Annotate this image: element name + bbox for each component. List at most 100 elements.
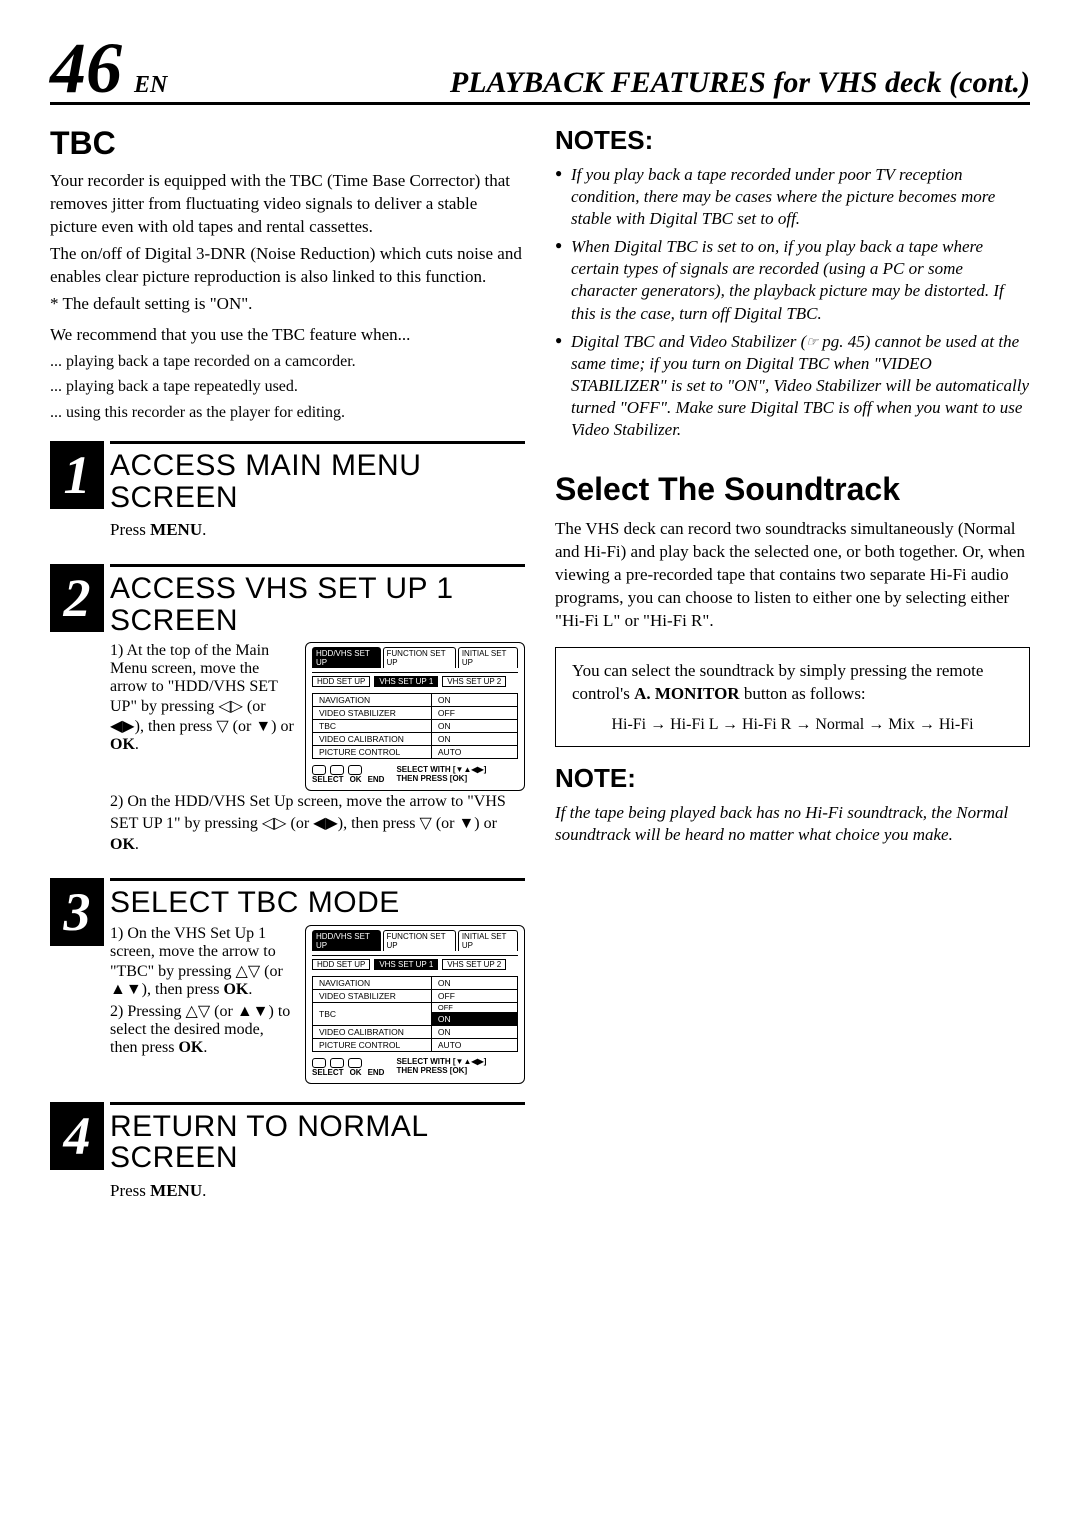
step-3-number: 3 [50, 878, 104, 946]
m1r2a: VIDEO STABILIZER [313, 707, 432, 720]
menu2-tab2: FUNCTION SET UP [383, 930, 456, 951]
page-header: 46 EN PLAYBACK FEATURES for VHS deck (co… [50, 40, 1030, 105]
sbp1b: A. MONITOR [634, 684, 739, 703]
step-2-number: 2 [50, 564, 104, 632]
m1r3b: ON [431, 720, 517, 733]
m2r5b: AUTO [431, 1038, 517, 1051]
step-1: 1 ACCESS MAIN MENU SCREEN Press MENU. [50, 441, 525, 546]
m1r3a: TBC [313, 720, 432, 733]
btn-icon [348, 765, 362, 775]
menu-screenshot-2: HDD/VHS SET UP FUNCTION SET UP INITIAL S… [305, 925, 525, 1084]
m2r4b: ON [431, 1025, 517, 1038]
tbc-li3: ... using this recorder as the player fo… [50, 402, 525, 424]
note-1: If you play back a tape recorded under p… [555, 164, 1030, 230]
m2f2: OK [350, 1068, 362, 1077]
step-1-number: 1 [50, 441, 104, 509]
m2f1: SELECT [312, 1068, 344, 1077]
m2r2b: OFF [431, 989, 517, 1002]
step1-prefix: Press [110, 520, 150, 539]
m1r4b: ON [431, 733, 517, 746]
menu2-sub3: VHS SET UP 2 [442, 959, 506, 970]
note-heading-2: NOTE: [555, 763, 1030, 794]
m1f2: OK [350, 775, 362, 784]
m2fr2: THEN PRESS [OK] [396, 1067, 486, 1076]
menu2-table: NAVIGATIONON VIDEO STABILIZEROFF TBCOFF … [312, 976, 518, 1052]
s2l2c: . [135, 836, 139, 853]
m2r1a: NAVIGATION [313, 976, 432, 989]
btn-icon [330, 765, 344, 775]
soundtrack-note: If the tape being played back has no Hi-… [555, 802, 1030, 846]
s3l1a: 1) On the VHS Set Up 1 screen, move the … [110, 925, 283, 998]
m2r2a: VIDEO STABILIZER [313, 989, 432, 1002]
step-4-number: 4 [50, 1102, 104, 1170]
btn-icon [330, 1058, 344, 1068]
m2r5a: PICTURE CONTROL [313, 1038, 432, 1051]
step3-li2: 2) Pressing △▽ (or ▲▼) to select the des… [110, 1001, 295, 1057]
tbc-default: * The default setting is "ON". [50, 293, 525, 316]
step-2: 2 ACCESS VHS SET UP 1 SCREEN 1) At the t… [50, 564, 525, 860]
tbc-heading: TBC [50, 125, 525, 162]
tbc-p2: The on/off of Digital 3-DNR (Noise Reduc… [50, 243, 525, 289]
tbc-li1: ... playing back a tape recorded on a ca… [50, 351, 525, 373]
page-number-block: 46 EN [50, 40, 167, 99]
btn-icon [348, 1058, 362, 1068]
step2-li2: 2) On the HDD/VHS Set Up screen, move th… [110, 791, 525, 856]
menu1-tab3: INITIAL SET UP [458, 647, 518, 668]
s2l1b: OK [110, 736, 135, 753]
menu2-tab3: INITIAL SET UP [458, 930, 518, 951]
s2l1a: 1) At the top of the Main Menu screen, m… [110, 642, 294, 735]
s3l1b: OK [223, 981, 248, 998]
sbp1c: button as follows: [740, 684, 866, 703]
step-1-title: ACCESS MAIN MENU SCREEN [110, 450, 525, 513]
s4p: Press [110, 1181, 150, 1200]
note-3: Digital TBC and Video Stabilizer (☞ pg. … [555, 331, 1030, 441]
btn-icon [312, 765, 326, 775]
note-2: When Digital TBC is set to on, if you pl… [555, 236, 1030, 324]
right-column: NOTES: If you play back a tape recorded … [555, 125, 1030, 1207]
m2r3on: ON [431, 1012, 517, 1025]
m2r1b: ON [431, 976, 517, 989]
page-title: PLAYBACK FEATURES for VHS deck (cont.) [450, 66, 1030, 100]
m2r3off-t: OFF [438, 1003, 453, 1012]
m1r5b: AUTO [431, 746, 517, 759]
m2f3: END [368, 1068, 385, 1077]
step-3: 3 SELECT TBC MODE 1) On the VHS Set Up 1… [50, 878, 525, 1084]
s3l1c: . [248, 981, 252, 998]
tbc-p1: Your recorder is equipped with the TBC (… [50, 170, 525, 239]
step-1-text: Press MENU. [110, 519, 525, 542]
left-column: TBC Your recorder is equipped with the T… [50, 125, 525, 1207]
menu1-sub3: VHS SET UP 2 [442, 676, 506, 687]
menu1-tab1: HDD/VHS SET UP [312, 647, 381, 668]
tbc-li2: ... playing back a tape repeatedly used. [50, 376, 525, 398]
m1r2b: OFF [431, 707, 517, 720]
step-4-title: RETURN TO NORMAL SCREEN [110, 1111, 525, 1174]
step2-li1: 1) At the top of the Main Menu screen, m… [110, 642, 295, 754]
m2r3a: TBC [313, 1002, 432, 1025]
s4b: MENU [150, 1181, 202, 1200]
menu2-sub2: VHS SET UP 1 [374, 959, 438, 970]
s3l2c: . [203, 1039, 207, 1056]
soundtrack-box-p: You can select the soundtrack by simply … [572, 660, 1013, 706]
page-ref-icon: ☞ [806, 334, 818, 351]
menu2-tab1: HDD/VHS SET UP [312, 930, 381, 951]
m1r5a: PICTURE CONTROL [313, 746, 432, 759]
s2l1c: . [135, 736, 139, 753]
m1r4a: VIDEO CALIBRATION [313, 733, 432, 746]
soundtrack-p1: The VHS deck can record two soundtracks … [555, 518, 1030, 633]
notes-heading: NOTES: [555, 125, 1030, 156]
step-2-title: ACCESS VHS SET UP 1 SCREEN [110, 573, 525, 636]
m1r1b: ON [431, 694, 517, 707]
menu-screenshot-1: HDD/VHS SET UP FUNCTION SET UP INITIAL S… [305, 642, 525, 791]
step-4: 4 RETURN TO NORMAL SCREEN Press MENU. [50, 1102, 525, 1207]
tbc-recommend: We recommend that you use the TBC featur… [50, 324, 525, 347]
menu2-sub1: HDD SET UP [312, 959, 370, 970]
menu1-sub2: VHS SET UP 1 [374, 676, 438, 687]
step1-suffix: . [202, 520, 206, 539]
menu1-table: NAVIGATIONON VIDEO STABILIZEROFF TBCON V… [312, 693, 518, 759]
step1-bold: MENU [150, 520, 202, 539]
m2r4a: VIDEO CALIBRATION [313, 1025, 432, 1038]
m1r1a: NAVIGATION [313, 694, 432, 707]
m1fr2: THEN PRESS [OK] [396, 775, 486, 784]
soundtrack-box: You can select the soundtrack by simply … [555, 647, 1030, 747]
menu1-tab2: FUNCTION SET UP [383, 647, 456, 668]
